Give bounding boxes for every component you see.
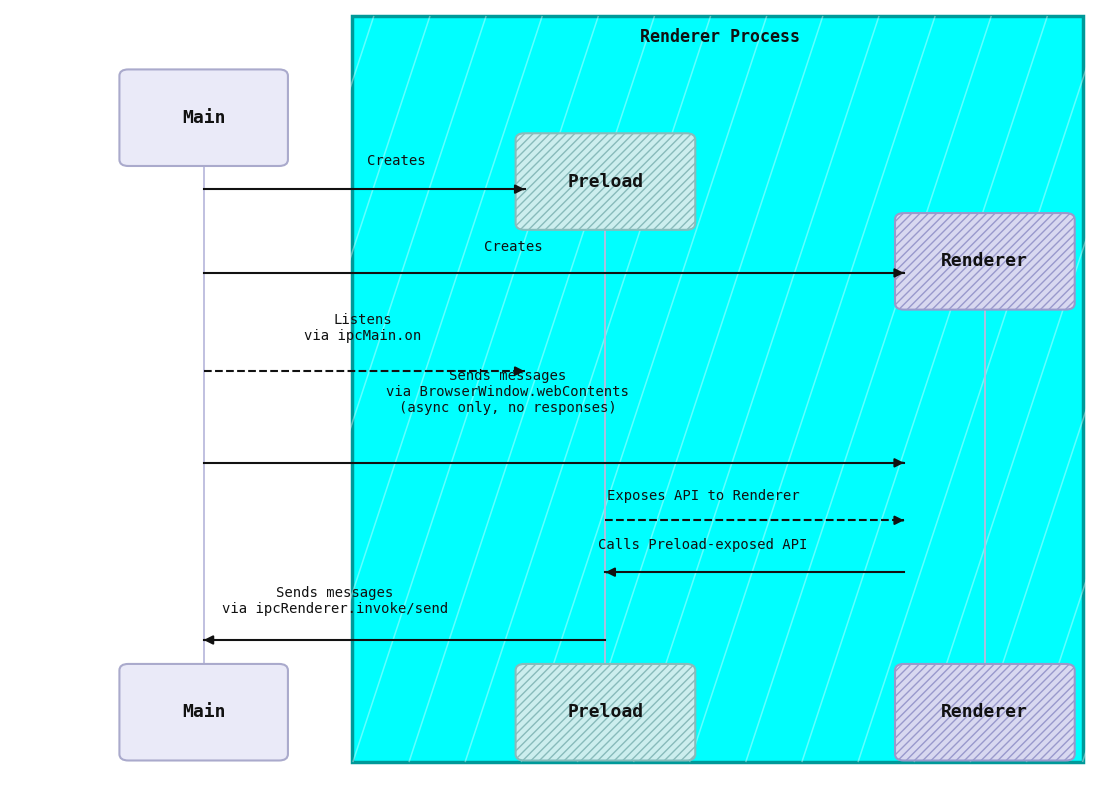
Text: Calls Preload-exposed API: Calls Preload-exposed API: [598, 538, 808, 552]
FancyBboxPatch shape: [516, 133, 695, 230]
Text: Creates: Creates: [367, 153, 425, 168]
Text: Exposes API to Renderer: Exposes API to Renderer: [607, 488, 799, 503]
Text: Listens
via ipcMain.on: Listens via ipcMain.on: [304, 313, 422, 343]
FancyBboxPatch shape: [119, 664, 288, 760]
Text: Sends messages
via ipcRenderer.invoke/send: Sends messages via ipcRenderer.invoke/se…: [222, 586, 448, 616]
Text: Renderer: Renderer: [942, 703, 1028, 721]
Text: Creates: Creates: [484, 239, 542, 254]
FancyBboxPatch shape: [119, 69, 288, 166]
Text: Main: Main: [182, 109, 225, 127]
Text: Preload: Preload: [567, 703, 644, 721]
Text: Renderer: Renderer: [942, 252, 1028, 271]
FancyBboxPatch shape: [895, 213, 1075, 310]
FancyBboxPatch shape: [352, 16, 1083, 762]
FancyBboxPatch shape: [895, 664, 1075, 760]
Text: Main: Main: [182, 703, 225, 721]
Text: Sends messages
via BrowserWindow.webContents
(async only, no responses): Sends messages via BrowserWindow.webCont…: [386, 369, 629, 415]
Text: Renderer Process: Renderer Process: [639, 28, 800, 46]
FancyBboxPatch shape: [516, 664, 695, 760]
Text: Preload: Preload: [567, 172, 644, 191]
